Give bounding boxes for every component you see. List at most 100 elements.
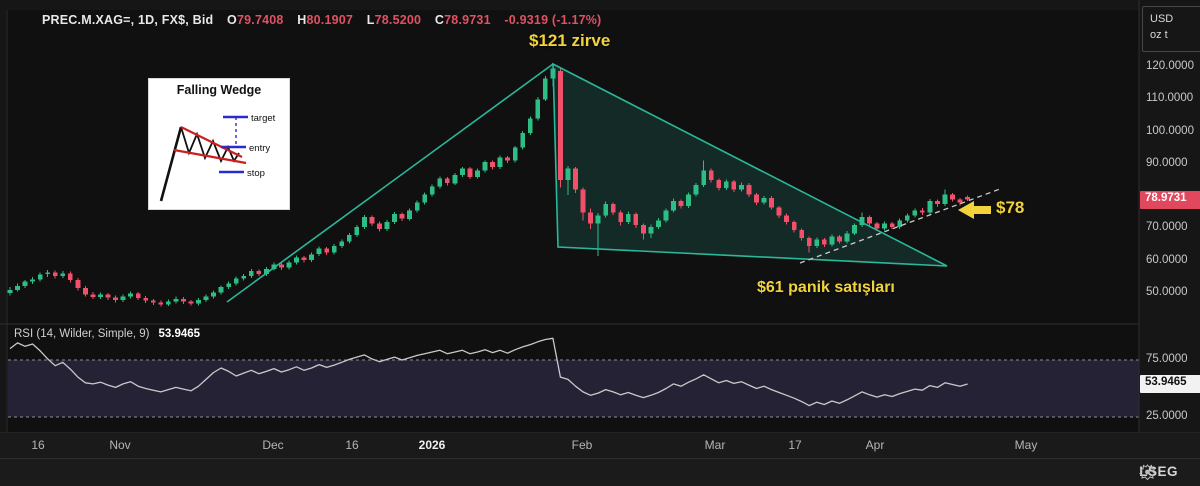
candle <box>580 187 586 221</box>
candle <box>316 246 322 257</box>
candle <box>935 199 940 207</box>
rsi-band <box>8 360 1139 417</box>
candle <box>806 236 812 253</box>
lseg-logo-text: LSEG <box>1139 464 1178 479</box>
candle <box>565 166 571 195</box>
candle <box>874 222 880 231</box>
candle <box>904 213 910 223</box>
falling-wedge-inset: Falling Wedge target entry stop <box>148 78 290 210</box>
peak-annotation: $121 zirve <box>529 31 611 50</box>
candle <box>271 262 277 271</box>
candle <box>98 292 103 299</box>
candle <box>814 237 820 249</box>
candle <box>754 192 759 206</box>
candle <box>339 239 345 249</box>
candle <box>919 208 925 215</box>
high-value: 80.1907 <box>306 13 354 27</box>
candle <box>7 287 13 296</box>
candle <box>286 260 292 270</box>
candle <box>226 281 232 290</box>
falling-wedge-diagram: target entry stop <box>159 113 276 202</box>
price-level-arrow-icon <box>958 201 991 219</box>
candle <box>882 221 887 231</box>
status-bar: LSEG <box>0 458 1200 486</box>
candle <box>678 199 684 209</box>
candle <box>761 195 767 205</box>
candle <box>641 223 646 240</box>
candle <box>248 269 254 278</box>
time-axis-label: Nov <box>109 438 131 452</box>
candle <box>821 238 827 247</box>
candle <box>497 155 503 169</box>
time-axis-label: Feb <box>571 438 593 452</box>
price-axis-tick: 100.0000 <box>1146 124 1194 137</box>
candle <box>776 205 782 218</box>
candle <box>837 234 842 244</box>
low-value: 78.5200 <box>374 13 422 27</box>
candle <box>294 255 299 265</box>
time-axis-label: Apr <box>865 438 885 452</box>
price-level-annotation: $78 <box>996 198 1025 217</box>
candle <box>256 269 262 277</box>
open-label: O <box>227 13 237 27</box>
candle <box>723 179 729 190</box>
candle <box>482 160 488 173</box>
time-axis-label: 16 <box>31 438 45 452</box>
candle <box>105 293 111 300</box>
candle <box>414 200 420 213</box>
candle <box>520 131 526 150</box>
candle <box>384 220 390 231</box>
candle <box>739 182 744 192</box>
price-axis-tick: 70.0000 <box>1146 221 1188 234</box>
wedge-lower-red-line <box>173 148 247 165</box>
rsi-value-badge: 53.9465 <box>1140 375 1200 393</box>
rsi-label: RSI (14, Wilder, Simple, 9) <box>14 328 150 340</box>
candle <box>173 296 179 304</box>
time-axis-label: Mar <box>704 438 726 452</box>
candle <box>791 220 797 233</box>
rsi-axis-tick: 75.0000 <box>1146 353 1188 365</box>
candle <box>512 145 518 163</box>
candle <box>90 292 96 300</box>
unit-label: oz t <box>1150 29 1168 41</box>
candle <box>67 271 73 283</box>
candle <box>75 278 81 291</box>
candle <box>625 211 631 224</box>
currency-label: USD <box>1150 13 1174 25</box>
candle <box>30 277 35 284</box>
stop-label: stop <box>247 168 265 179</box>
candle <box>633 212 639 228</box>
candle <box>346 232 352 244</box>
candle <box>965 195 970 201</box>
candle <box>701 160 707 187</box>
candle <box>950 192 955 202</box>
rsi-line <box>9 337 968 407</box>
unit-box: USD oz t <box>1142 6 1200 52</box>
candle <box>859 212 865 228</box>
candle <box>897 218 903 229</box>
high-label: H <box>297 13 307 27</box>
price-axis-tick: 90.0000 <box>1146 156 1188 169</box>
price-axis-tick: 60.0000 <box>1146 253 1188 266</box>
candle <box>799 228 805 241</box>
candle <box>452 173 458 186</box>
candle <box>573 167 578 194</box>
candle <box>490 160 495 170</box>
open-value: 79.7408 <box>236 13 284 27</box>
candle <box>158 300 164 307</box>
close-value: 78.9731 <box>444 13 491 27</box>
candle <box>505 155 510 164</box>
candle <box>324 246 330 255</box>
candle <box>407 208 412 221</box>
candle <box>181 297 186 304</box>
time-axis-band[interactable] <box>0 433 1200 458</box>
candle <box>716 178 722 191</box>
rsi-value: 53.9465 <box>158 328 201 340</box>
candle <box>113 295 118 303</box>
candle <box>844 231 850 244</box>
candle <box>829 234 835 247</box>
candle <box>588 208 593 230</box>
rsi-legend: RSI (14, Wilder, Simple, 9) 53.9465 <box>14 328 200 340</box>
